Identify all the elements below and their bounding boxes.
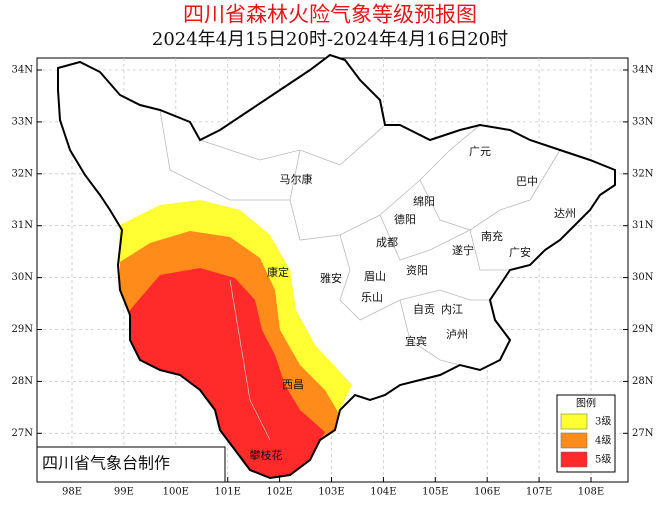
city-label: 自贡 <box>413 303 435 316</box>
lon-label: 107E <box>526 487 552 498</box>
lat-label: 30N <box>12 272 34 283</box>
lat-label: 29N <box>12 324 34 335</box>
lat-label: 28N <box>632 376 654 387</box>
city-label: 内江 <box>441 302 463 316</box>
city-label: 攀枝花 <box>250 448 283 462</box>
province-border <box>57 53 616 480</box>
legend-items: 3级 4级 5级 <box>560 413 611 468</box>
lat-label: 29N <box>632 324 654 335</box>
legend-label: 3级 <box>595 416 611 428</box>
lon-label: 108E <box>578 487 604 498</box>
legend-swatch <box>560 432 588 449</box>
footer-box <box>36 446 226 483</box>
lon-label: 98E <box>62 487 82 498</box>
risk-zone-5 <box>130 268 325 478</box>
lat-label: 33N <box>12 116 34 127</box>
lon-label: 103E <box>318 487 344 498</box>
city-label: 南充 <box>481 229 503 243</box>
city-label: 广安 <box>509 245 531 259</box>
lat-label: 34N <box>632 65 654 76</box>
lon-label: 99E <box>114 487 134 498</box>
city-label: 成都 <box>376 236 398 249</box>
city-label: 广元 <box>469 145 491 158</box>
city-label: 泸州 <box>446 328 468 341</box>
city-label: 西昌 <box>282 378 304 391</box>
lat-label: 33N <box>632 116 654 127</box>
city-label: 绵阳 <box>413 194 435 208</box>
city-label: 资阳 <box>406 264 428 277</box>
lat-label: 32N <box>632 168 654 179</box>
city-label: 遂宁 <box>452 243 474 257</box>
lon-label: 101E <box>215 487 241 498</box>
lat-label: 27N <box>632 428 654 439</box>
city-label: 康定 <box>267 265 289 279</box>
lon-label: 104E <box>370 487 396 498</box>
footer-text: 四川省气象台制作 <box>42 454 170 473</box>
lon-label: 102E <box>266 487 292 498</box>
city-label: 乐山 <box>361 291 383 304</box>
lat-label: 31N <box>12 220 34 231</box>
city-label: 马尔康 <box>280 172 313 186</box>
city-label: 宜宾 <box>405 334 427 348</box>
lat-label: 28N <box>12 376 34 387</box>
legend-label: 4级 <box>595 435 611 447</box>
county-borders <box>159 109 561 441</box>
city-label: 雅安 <box>320 271 342 285</box>
legend-swatch <box>560 451 588 468</box>
map-title: 四川省森林火险气象等级预报图 <box>183 3 477 27</box>
city-label: 巴中 <box>516 175 538 188</box>
legend-label: 5级 <box>595 454 611 466</box>
lat-label: 31N <box>632 220 654 231</box>
lon-label: 100E <box>163 487 189 498</box>
lat-label: 27N <box>12 428 34 439</box>
legend-title: 图例 <box>576 397 596 410</box>
lon-label: 106E <box>474 487 500 498</box>
map-subtitle: 2024年4月15日20时-2024年4月16日20时 <box>152 29 508 50</box>
lat-label: 34N <box>12 65 34 76</box>
lat-label: 32N <box>12 168 34 179</box>
lon-label: 105E <box>422 487 448 498</box>
city-label: 达州 <box>554 207 576 220</box>
city-label: 眉山 <box>364 270 386 283</box>
city-label: 德阳 <box>394 212 416 226</box>
lat-label: 30N <box>632 272 654 283</box>
legend-swatch <box>560 413 588 430</box>
